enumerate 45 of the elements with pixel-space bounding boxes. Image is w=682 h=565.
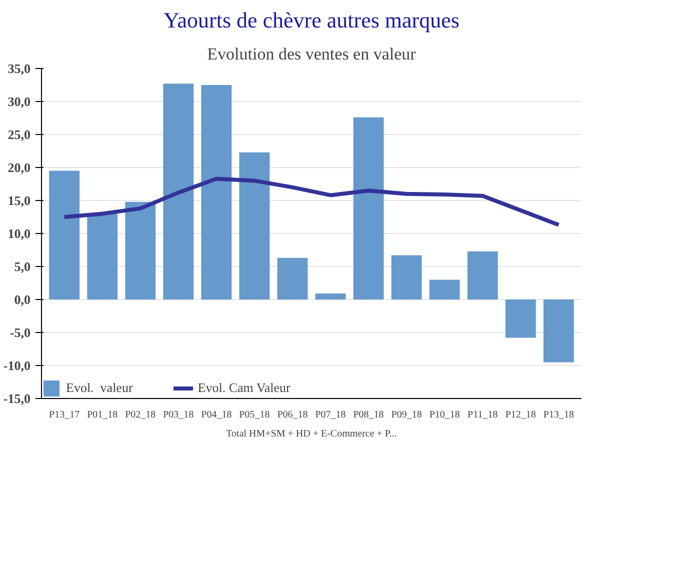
bar [467,251,498,300]
x-tick-label: P02_18 [125,410,156,420]
y-tick-label: 25,0 [8,127,30,142]
bar [201,85,232,300]
legend-label: Evol. valeur [66,380,133,396]
bar [125,202,156,300]
x-tick-label: P07_18 [315,410,346,420]
y-tick-label: -15,0 [3,391,31,406]
bar [391,255,422,300]
y-tick-label: 30,0 [8,94,30,109]
bar [315,294,346,300]
x-tick-label: P13_18 [543,410,574,420]
x-tick-label: P13_17 [49,410,80,420]
x-tick-label: P09_18 [391,410,422,420]
x-tick-label: P05_18 [239,410,270,420]
bar [87,214,118,300]
y-tick-label: -10,0 [3,358,31,373]
x-tick-label: P03_18 [163,410,194,420]
bar [543,300,574,362]
x-tick-label: P11_18 [468,410,498,420]
bar [277,258,308,300]
y-tick-label: 35,0 [8,61,30,76]
bar [49,170,80,300]
x-tick-label: P08_18 [353,410,384,420]
bar [505,300,536,338]
x-axis-title: Total HM+SM + HD + E-Commerce + P... [226,428,397,440]
bar [239,152,270,300]
chart-title: Yaourts de chèvre autres marques [164,8,460,32]
x-tick-label: P06_18 [277,410,308,420]
bar [353,117,384,300]
bar [429,280,460,300]
line-series [62,176,561,227]
chart-subtitle: Evolution des ventes en valeur [207,44,416,64]
x-tick-label: P01_18 [87,410,118,420]
y-tick-label: 20,0 [8,160,30,175]
x-tick-label: P12_18 [505,410,536,420]
bar [163,84,194,300]
y-tick-label: -5,0 [10,325,31,340]
legend-label: Evol. Cam Valeur [198,380,290,396]
y-tick-label: 15,0 [8,193,30,208]
y-tick-label: 0,0 [14,292,30,307]
y-tick-label: 5,0 [14,259,30,274]
x-tick-label: P04_18 [201,410,232,420]
y-tick-label: 10,0 [8,226,30,241]
x-tick-label: P10_18 [429,410,460,420]
